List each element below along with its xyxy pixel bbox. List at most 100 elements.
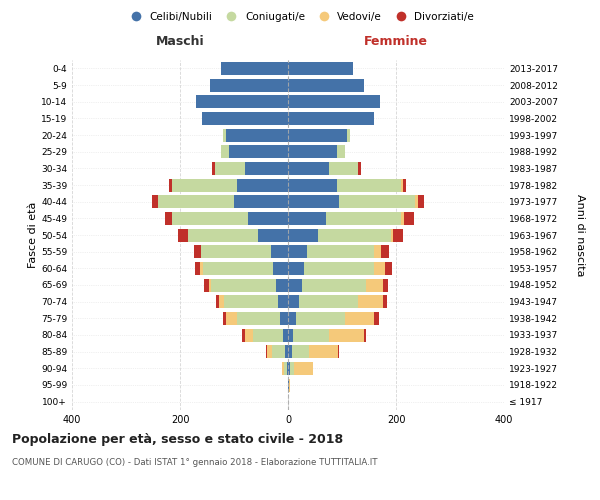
Bar [329,162,358,175]
Bar [259,228,288,241]
Bar [152,195,158,208]
Bar [299,295,358,308]
Bar [308,345,338,358]
Bar [194,262,200,275]
Bar [374,245,381,258]
Bar [289,378,290,392]
Bar [293,328,329,342]
Bar [383,278,388,291]
Bar [366,278,383,291]
Bar [210,78,288,92]
Bar [268,345,272,358]
Bar [288,278,302,291]
Bar [229,145,288,158]
Bar [288,378,289,392]
Bar [288,195,340,208]
Bar [294,362,313,375]
Bar [415,195,418,208]
Text: COMUNE DI CARUGO (CO) - Dati ISTAT 1° gennaio 2018 - Elaborazione TUTTITALIA.IT: COMUNE DI CARUGO (CO) - Dati ISTAT 1° ge… [12,458,377,467]
Bar [358,295,383,308]
Bar [288,262,304,275]
Bar [284,362,287,375]
Legend: Celibi/Nubili, Coniugati/e, Vedovi/e, Divorziati/e: Celibi/Nubili, Coniugati/e, Vedovi/e, Di… [122,8,478,26]
Bar [273,262,288,275]
Bar [288,178,337,192]
Bar [245,162,288,175]
Bar [283,328,288,342]
Bar [403,178,406,192]
Text: Maschi: Maschi [155,36,205,49]
Bar [242,328,245,342]
Bar [288,362,290,375]
Bar [347,128,350,141]
Bar [209,278,211,291]
Bar [374,262,385,275]
Bar [194,245,200,258]
Bar [253,328,283,342]
Bar [288,95,380,108]
Bar [381,245,389,258]
Bar [296,312,345,325]
Bar [188,228,259,241]
Bar [272,345,286,358]
Text: Femmine: Femmine [364,36,428,49]
Bar [245,328,253,342]
Bar [292,345,308,358]
Bar [200,245,271,258]
Bar [401,212,404,225]
Bar [221,145,229,158]
Bar [203,262,273,275]
Bar [364,328,366,342]
Bar [404,212,414,225]
Bar [271,245,288,258]
Bar [288,345,292,358]
Bar [236,178,288,192]
Bar [212,162,215,175]
Y-axis label: Fasce di età: Fasce di età [28,202,38,268]
Bar [248,212,288,225]
Bar [280,312,288,325]
Bar [288,212,326,225]
Bar [288,245,307,258]
Y-axis label: Anni di nascita: Anni di nascita [575,194,585,276]
Bar [196,95,288,108]
Bar [302,278,366,291]
Bar [223,128,226,141]
Bar [172,178,236,192]
Bar [288,128,347,141]
Bar [288,312,296,325]
Bar [287,362,288,375]
Bar [234,195,288,208]
Bar [288,162,329,175]
Bar [278,295,288,308]
Bar [223,312,226,325]
Bar [226,128,288,141]
Bar [288,228,318,241]
Bar [318,228,391,241]
Bar [337,145,345,158]
Bar [204,278,209,291]
Bar [401,178,403,192]
Bar [224,295,278,308]
Bar [358,162,361,175]
Bar [340,195,415,208]
Bar [169,178,172,192]
Bar [172,212,248,225]
Bar [216,295,219,308]
Bar [307,245,374,258]
Bar [281,362,284,375]
Bar [202,112,288,125]
Bar [200,262,203,275]
Bar [418,195,424,208]
Bar [304,262,374,275]
Bar [326,212,401,225]
Bar [226,312,236,325]
Bar [178,228,188,241]
Bar [290,362,294,375]
Bar [166,212,172,225]
Text: Popolazione per età, sesso e stato civile - 2018: Popolazione per età, sesso e stato civil… [12,432,343,446]
Bar [236,312,280,325]
Bar [288,328,293,342]
Bar [219,295,224,308]
Bar [276,278,288,291]
